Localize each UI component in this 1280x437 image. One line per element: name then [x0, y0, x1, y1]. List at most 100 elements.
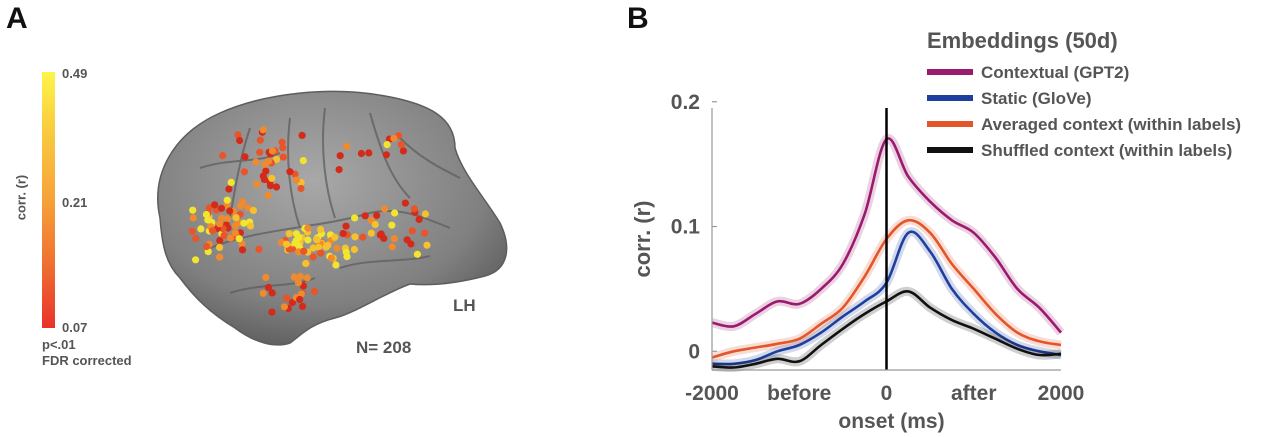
electrode-marker [288, 298, 296, 307]
panel-b-letter: B [627, 2, 649, 35]
electrode-marker [240, 219, 248, 227]
electrode-marker [298, 131, 306, 139]
electrode-marker [234, 131, 242, 139]
brain-surface-figure [157, 90, 508, 346]
axes-layer [711, 108, 1061, 371]
electrode-marker [256, 136, 264, 144]
electrode-marker [268, 289, 276, 297]
electrode-marker [278, 138, 286, 146]
electrode-marker [295, 233, 303, 241]
electrode-marker [296, 272, 304, 281]
electrode-marker [240, 168, 248, 176]
electrode-marker [290, 273, 298, 281]
electrode-marker [390, 235, 398, 243]
colorbar-tick-min: 0.07 [62, 320, 88, 335]
significance-threshold: p<.01 [42, 337, 76, 352]
x-tick-label: 2000 [1038, 382, 1085, 405]
electrode-marker [371, 220, 379, 229]
electrode-marker [397, 141, 405, 149]
electrode-marker [231, 229, 239, 237]
electrode-marker [217, 214, 226, 222]
hemisphere-label: LH [453, 296, 476, 315]
legend: Contextual (GPT2) Static (GloVe) Averaged … [927, 63, 1241, 160]
electrode-markers [188, 126, 431, 316]
electrode-marker [282, 240, 291, 248]
electrode-marker [189, 214, 197, 222]
electrode-marker [227, 178, 235, 186]
electrode-marker [423, 241, 431, 249]
electrode-marker [203, 242, 211, 251]
x-tick-label: 0 [881, 382, 893, 405]
colorbar [42, 72, 55, 328]
electrode-marker [292, 176, 300, 184]
electrode-marker [192, 234, 200, 243]
electrode-marker [256, 148, 264, 156]
electrode-marker [219, 152, 227, 160]
electrode-marker [259, 126, 267, 134]
electrode-marker [192, 256, 200, 264]
electrode-marker [246, 222, 255, 230]
electrode-marker [332, 261, 340, 269]
electrode-marker [264, 191, 272, 199]
electrode-marker [226, 207, 234, 215]
electrode-marker [410, 205, 418, 213]
electrode-marker [333, 244, 341, 252]
ticks-layer: 0 0.1 0.2 -2000 before 0 after 2000 [671, 91, 1085, 405]
electrode-marker [272, 183, 281, 191]
electrode-count: N= 208 [356, 338, 412, 357]
colorbar-tick-mid: 0.21 [62, 195, 88, 210]
electrode-marker [303, 274, 311, 282]
electrode-marker [309, 253, 317, 261]
electrode-marker [383, 141, 391, 149]
electrode-marker [322, 243, 330, 251]
electrode-marker [382, 151, 390, 159]
electrode-marker [279, 144, 287, 152]
fdr-note: FDR corrected [42, 353, 132, 368]
electrode-marker [339, 229, 347, 238]
legend-entry: Static (GloVe) [981, 89, 1092, 108]
electrode-marker [367, 229, 375, 237]
electrode-marker [298, 290, 306, 298]
electrode-marker [220, 231, 228, 240]
electrode-marker [215, 220, 224, 228]
electrode-marker [264, 283, 273, 291]
y-tick-label: 0.2 [671, 91, 700, 114]
electrode-marker [399, 147, 407, 155]
electrode-marker [342, 248, 350, 256]
electrode-marker [268, 147, 277, 155]
electrode-marker [226, 234, 234, 242]
electrode-marker [421, 229, 429, 237]
electrode-marker [264, 157, 273, 165]
electrode-marker [216, 236, 224, 245]
electrode-marker [365, 149, 373, 157]
electrode-marker [282, 294, 291, 302]
electrode-marker [350, 245, 358, 254]
electrode-marker [189, 206, 197, 214]
electrode-marker [260, 175, 268, 184]
electrode-marker [317, 249, 325, 257]
electrode-marker [241, 153, 249, 161]
electrode-marker [235, 235, 243, 243]
electrode-marker [232, 214, 240, 222]
y-axis-label: corr. (r) [630, 200, 655, 277]
y-tick-label: 0 [688, 340, 700, 363]
electrode-marker [342, 222, 350, 230]
electrode-marker [357, 149, 365, 158]
electrode-marker [343, 142, 351, 150]
electrode-marker [415, 215, 423, 224]
electrode-marker [304, 236, 312, 244]
colorbar-tick-max: 0.49 [62, 66, 88, 81]
electrode-marker [297, 184, 305, 193]
electrode-marker [294, 279, 302, 287]
electrode-marker [407, 240, 415, 248]
electrode-marker [225, 185, 233, 193]
electrode-marker [413, 250, 421, 258]
electrode-marker [279, 153, 287, 161]
electrode-marker [223, 196, 231, 204]
panel-a-letter: A [6, 2, 28, 35]
x-tick-label: after [951, 382, 997, 405]
electrode-marker [272, 155, 281, 163]
electrode-marker [296, 295, 304, 304]
electrode-marker [336, 152, 344, 160]
legend-entry: Averaged context (within labels) [981, 115, 1241, 134]
